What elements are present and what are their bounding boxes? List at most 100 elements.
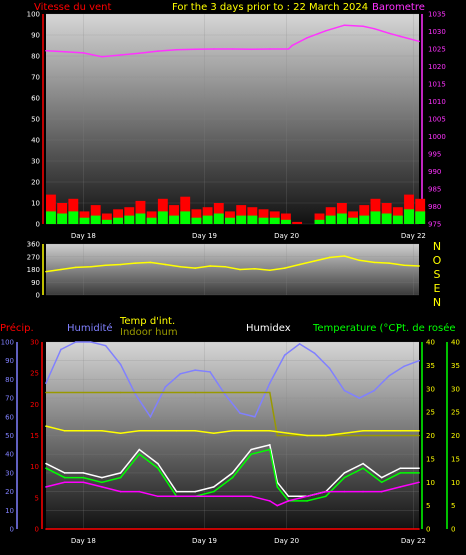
direction-tick-label: 0: [36, 292, 40, 300]
wind-speed-bar: [46, 211, 56, 224]
wind-direction-line-point: [60, 268, 62, 271]
wind-speed-bar: [213, 213, 224, 224]
compass-label: E: [434, 282, 441, 295]
wind-speed-bar: [79, 217, 90, 224]
humidit-line-point: [388, 374, 390, 377]
compass-label: O: [433, 254, 442, 267]
wind-gust-bar: [359, 205, 370, 224]
barometer-tick-label: 1010: [428, 98, 446, 106]
wind-speed-bar: [381, 213, 392, 224]
wind-direction-line-point: [89, 265, 92, 268]
barometer-line-point: [119, 54, 122, 56]
temperature-c-line-point: [157, 467, 159, 470]
temp-tick-label-right: 35: [451, 362, 460, 370]
wind-speed-bar: [359, 215, 370, 224]
temp-tick-label-right: 10: [451, 479, 460, 487]
wind-speed-bar: [191, 217, 202, 224]
humidex-line-point: [63, 472, 66, 474]
temp-d-int-line-point: [63, 430, 66, 432]
wind-gust-bar: [292, 221, 303, 224]
x-tick-label: Day 19: [192, 537, 217, 545]
wind-speed-bar: [202, 215, 213, 224]
humidex-line-point: [194, 490, 196, 493]
x-tick-label: Day 20: [274, 537, 299, 545]
pt-de-ros-e-line-point: [119, 490, 122, 493]
humidit-line-point: [403, 365, 405, 368]
compass-label: N: [433, 296, 441, 309]
temperature-c-line-point: [138, 453, 141, 456]
wind-direction-line-point: [418, 265, 420, 267]
direction-tick-label: 90: [31, 279, 40, 287]
wind-speed-bar: [370, 211, 381, 224]
wind-speed-bar: [146, 217, 157, 224]
temperature-c-line: [45, 448, 419, 502]
temperature-c-line-point: [324, 495, 327, 498]
pr-cip-line-point: [418, 528, 420, 530]
wind-direction-line-point: [149, 261, 152, 264]
wind-gust-bar: [169, 205, 179, 224]
temp-tick-label: 0: [426, 526, 430, 534]
temp-tick-label: 35: [426, 362, 435, 370]
temp-d-int-line-point: [343, 432, 346, 434]
humidity-tick-label: 50: [5, 432, 14, 440]
indoor-hum-line-point: [45, 391, 47, 394]
wind-speed-bar: [392, 215, 403, 224]
barometer-line-point: [138, 52, 141, 54]
wind-gust-bar: [180, 196, 191, 224]
barometer-tick-label: 1015: [428, 81, 446, 89]
humidex-line-point: [119, 472, 122, 474]
wind-direction-line-point: [313, 260, 316, 262]
humidex-line-point: [138, 448, 141, 451]
barometer-tick-label: 1030: [428, 28, 446, 36]
barometer-line-point: [101, 55, 103, 58]
humidex-line-point: [231, 472, 234, 474]
humidity-tick-label: 10: [5, 507, 14, 515]
temperature-c-line-point: [119, 476, 122, 479]
barometer-axis-label: Barometre: [372, 2, 425, 13]
wind-speed-bar: [124, 215, 135, 224]
wind-speed-bar: [113, 217, 124, 224]
humidit-line-point: [254, 416, 256, 418]
compass-label: N: [433, 240, 441, 253]
wind-direction-line-point: [239, 268, 241, 271]
direction-tick-label: 270: [27, 253, 40, 261]
wind-gust-bar: [191, 209, 202, 224]
humidex-line-point: [213, 486, 215, 488]
barometer-line-point: [213, 48, 215, 50]
temperature-c-line-point: [82, 476, 85, 479]
wind-gust-bar: [314, 213, 325, 224]
barometer-line-point: [362, 25, 364, 28]
pt-de-ros-e-line-point: [343, 490, 346, 493]
pt-de-ros-e-line-point: [362, 490, 364, 493]
wind-direction-line-point: [179, 265, 182, 268]
temp-tick-label: 40: [426, 339, 435, 347]
temp-d-int-line-point: [175, 430, 178, 432]
temp-tick-label-right: 0: [451, 526, 455, 534]
wind-axis-label: Vitesse du vent: [34, 2, 111, 13]
humidity-tick-label: 40: [5, 451, 14, 459]
wind-direction-line-point: [194, 267, 196, 269]
temp-d-int-line-point: [269, 430, 271, 432]
wind-speed-bar: [280, 219, 291, 224]
humidit-line-point: [89, 341, 92, 343]
temp-tick-label: 10: [426, 479, 435, 487]
temp-tick-label-right: 40: [451, 339, 460, 347]
temp-d-int-line-point: [45, 425, 47, 427]
temperature-c-line-point: [418, 472, 420, 474]
wind-speed-bar: [169, 215, 179, 224]
temperature-c-line-point: [362, 467, 364, 470]
indoor-hum-line-point: [276, 434, 279, 437]
temperature-c-line-point: [63, 476, 66, 479]
barometer-tick-label: 990: [428, 168, 441, 176]
humidit-line-point: [179, 372, 182, 375]
precip-axis-label: Précip.: [0, 322, 34, 334]
humidit-line-point: [104, 344, 107, 347]
humidex-line-point: [45, 462, 47, 465]
temp-d-int-line-point: [138, 430, 141, 432]
precip-tick-label: 30: [30, 339, 39, 347]
humidex-line-point: [343, 472, 346, 474]
wind-speed-bar: [225, 217, 235, 224]
wind-direction-line-point: [269, 269, 271, 272]
wind-speed-bar: [135, 213, 146, 224]
temp-tick-label: 5: [426, 502, 430, 510]
